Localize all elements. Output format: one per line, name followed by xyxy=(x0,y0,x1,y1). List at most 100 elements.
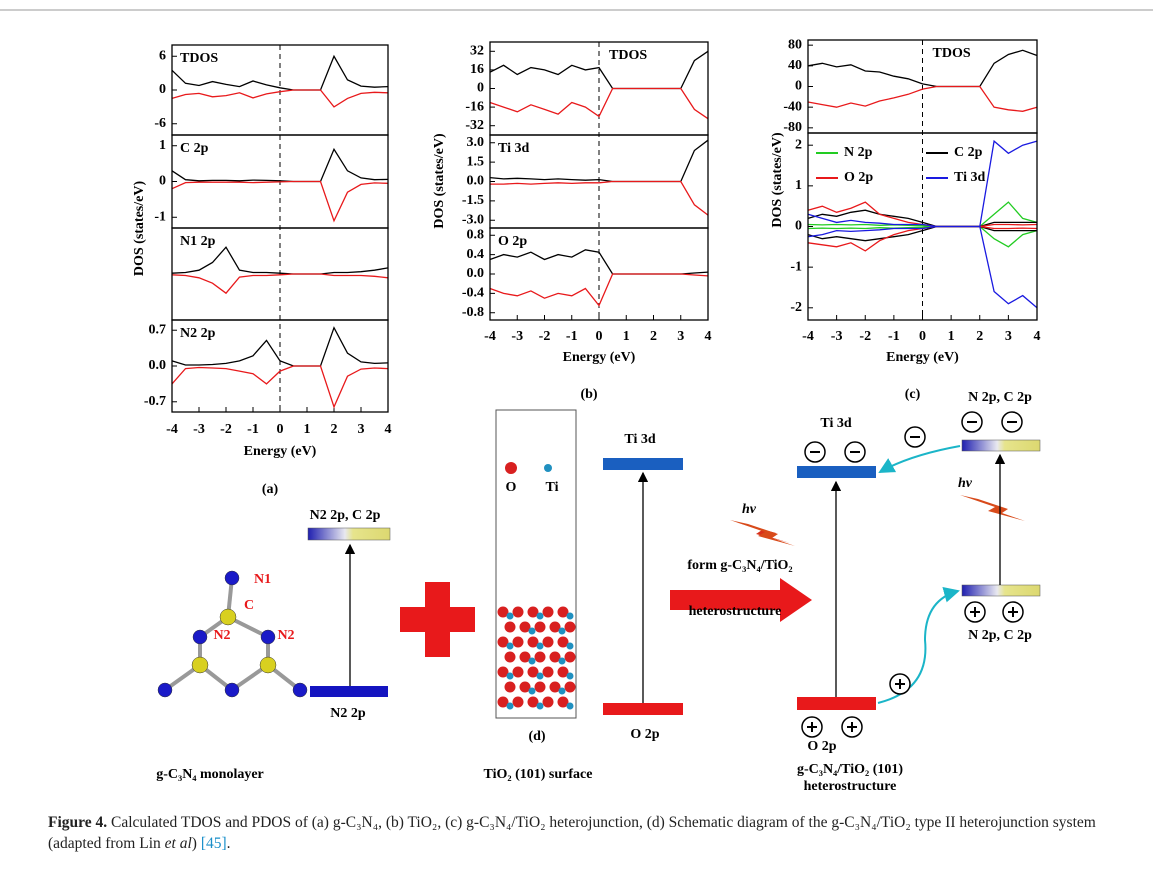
caption: Figure 4. Calculated TDOS and PDOS of (a… xyxy=(48,812,1128,854)
atom-label: N2 xyxy=(213,628,230,643)
o-atom xyxy=(557,696,569,708)
y-tick-label: -1 xyxy=(790,259,802,274)
x-tick-label: -2 xyxy=(220,422,232,437)
band-bar xyxy=(603,458,683,470)
legend-label: C 2p xyxy=(954,145,983,160)
caption-text: Calculated TDOS and PDOS of (a) g-C₃N₄, … xyxy=(48,814,1096,852)
o-atom xyxy=(519,651,531,663)
y-tick-label: 6 xyxy=(159,48,166,63)
y-tick-label: 0.4 xyxy=(467,247,485,262)
dos-curve xyxy=(489,273,709,307)
x-tick-label: 0 xyxy=(277,422,284,437)
dos-curve xyxy=(807,139,1038,228)
slab-box xyxy=(495,409,577,719)
o-atom xyxy=(519,681,531,693)
x-tick-label: 4 xyxy=(1034,329,1041,344)
x-tick-label: -1 xyxy=(888,329,900,344)
dos-curve xyxy=(171,365,389,409)
x-axis-label: Energy (eV) xyxy=(244,444,317,459)
y-tick-label: 3.0 xyxy=(467,135,485,150)
y-tick-label: -1.5 xyxy=(462,193,484,208)
ti-atom xyxy=(528,627,536,635)
panel-title: N1 2p xyxy=(180,234,216,249)
o-atom xyxy=(557,606,569,618)
band-bar xyxy=(797,697,876,710)
dos-plot: -4 -3 -2 -1 0 1 2 3 4 Energy (eV) (b) DOS (states/e… xyxy=(432,41,712,402)
y-tick-label: -80 xyxy=(783,120,802,135)
x-tick-label: 3 xyxy=(358,422,365,437)
ti-atom xyxy=(506,612,514,620)
panel-label: (a) xyxy=(262,482,279,497)
slab-atoms xyxy=(497,606,576,710)
panel-title: TDOS xyxy=(180,51,218,66)
band-bar xyxy=(307,527,391,541)
y-tick-label: 32 xyxy=(470,44,484,59)
o-atom xyxy=(497,696,509,708)
y-tick-label: 0.7 xyxy=(149,322,167,337)
o-atom xyxy=(549,621,561,633)
x-tick-label: 4 xyxy=(385,422,392,437)
o-atom xyxy=(564,651,576,663)
ti-atom xyxy=(558,657,566,665)
dos-curve xyxy=(171,326,389,367)
reference[interactable]: [45] xyxy=(200,835,227,852)
plot-frame xyxy=(807,132,1038,321)
y-tick-label: -0.8 xyxy=(462,305,484,320)
sub-caption: heterostructure xyxy=(804,779,897,794)
panel-label: (d) xyxy=(528,729,545,744)
o-atom xyxy=(504,651,516,663)
o-atom xyxy=(557,666,569,678)
legend-label: O xyxy=(506,480,517,495)
dos-curve xyxy=(171,180,389,223)
dos-curve xyxy=(171,147,389,183)
o-atom xyxy=(557,636,569,648)
x-tick-label: -1 xyxy=(247,422,259,437)
dos-curve xyxy=(171,246,389,275)
light-bolt xyxy=(960,495,1025,521)
atom-label: N2 xyxy=(277,628,294,643)
band-label: Ti 3d xyxy=(624,432,655,447)
dos-curve xyxy=(807,225,1038,248)
panel-title: TDOS xyxy=(609,48,647,63)
y-tick-label: 0 xyxy=(795,219,802,234)
charges xyxy=(801,411,1024,738)
x-tick-label: 2 xyxy=(331,422,338,437)
x-tick-label: -2 xyxy=(539,329,551,344)
y-tick-label: -40 xyxy=(783,99,802,114)
ti-atom xyxy=(558,687,566,695)
x-tick-label: 0 xyxy=(596,329,603,344)
o-atom xyxy=(497,636,509,648)
ti-atom xyxy=(566,702,574,710)
o-atom xyxy=(512,636,524,648)
ti-atom xyxy=(506,702,514,710)
electron-transfer xyxy=(878,445,961,473)
dos-curve xyxy=(807,85,1038,112)
dos-plot: -4 -3 -2 -1 0 1 2 3 4 Energy (eV) (c) DOS (states/e… xyxy=(770,37,1040,402)
caption-text: ) xyxy=(191,835,201,852)
plot-frame xyxy=(489,227,709,321)
o-atom xyxy=(527,636,539,648)
band-label: N 2p, C 2p xyxy=(968,390,1032,405)
dos-plot: -4 -3 -2 -1 0 1 2 3 4 Energy (eV) (a) DOS (states/e… xyxy=(132,44,392,497)
plot-frame xyxy=(171,319,389,413)
x-tick-label: -4 xyxy=(802,329,814,344)
y-tick-label: -3.0 xyxy=(462,212,484,227)
y-tick-label: 0.0 xyxy=(149,358,167,373)
x-tick-label: 1 xyxy=(948,329,955,344)
x-tick-label: -4 xyxy=(484,329,496,344)
panel-title: O 2p xyxy=(498,234,527,249)
x-tick-label: 3 xyxy=(677,329,684,344)
ti-atom xyxy=(536,672,544,680)
dos-curve xyxy=(490,180,709,216)
x-tick-label: 1 xyxy=(623,329,630,344)
caption-label: Figure 4. xyxy=(48,814,108,831)
dos-curve xyxy=(807,225,1038,309)
x-tick-label: -1 xyxy=(566,329,578,344)
o-atom xyxy=(512,666,524,678)
y-tick-label: -0.4 xyxy=(462,286,484,301)
o-atom xyxy=(504,621,516,633)
dos-curve xyxy=(807,201,1038,228)
band-bar xyxy=(961,439,1041,452)
arrow-label: form g-C₃N₄/TiO₂ xyxy=(687,558,792,573)
